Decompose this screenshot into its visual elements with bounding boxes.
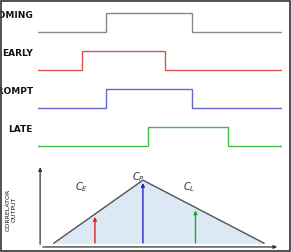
Text: LATE: LATE [8,125,33,134]
Polygon shape [54,180,264,243]
Text: EARLY: EARLY [2,49,33,58]
Text: $C_E$: $C_E$ [75,180,88,194]
Text: $C_L$: $C_L$ [182,180,195,194]
Text: $C_P$: $C_P$ [132,170,145,184]
Text: PROMPT: PROMPT [0,87,33,96]
Text: INCOMING: INCOMING [0,11,33,20]
Text: CORRELATOR
OUTPUT: CORRELATOR OUTPUT [6,189,16,231]
